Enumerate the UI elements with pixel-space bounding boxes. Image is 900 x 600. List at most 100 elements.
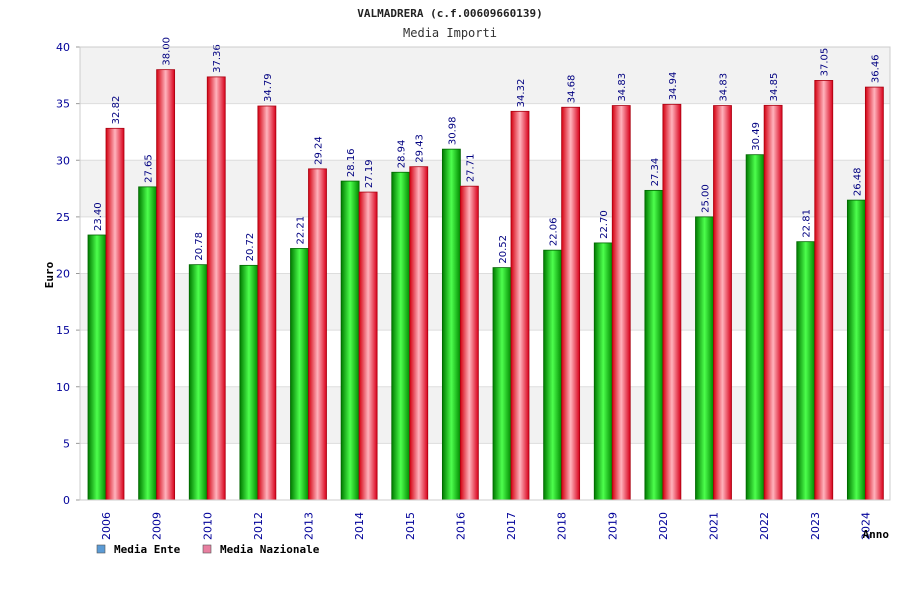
bar-media-nazionale <box>105 127 125 501</box>
x-tick-label: 2022 <box>758 512 771 540</box>
x-tick-label: 2016 <box>454 512 467 540</box>
value-label: 22.06 <box>549 218 560 247</box>
bar-media-nazionale <box>662 103 682 501</box>
legend-label-nazionale: Media Nazionale <box>220 543 320 556</box>
value-label: 22.81 <box>802 209 813 238</box>
bar-media-ente <box>492 267 512 501</box>
value-label: 34.79 <box>263 73 274 102</box>
value-label: 32.82 <box>111 96 122 125</box>
value-label: 34.85 <box>769 73 780 102</box>
x-tick-label: 2024 <box>859 512 872 540</box>
bar-media-ente <box>593 242 613 501</box>
bar-media-nazionale <box>459 185 479 501</box>
x-tick-label: 2020 <box>657 512 670 540</box>
y-tick-label: 5 <box>63 437 70 450</box>
y-tick-label: 0 <box>63 494 70 507</box>
value-label: 37.36 <box>212 44 223 73</box>
y-axis-label: Euro <box>43 261 56 288</box>
bar-media-nazionale <box>763 104 783 501</box>
x-tick-label: 2017 <box>505 512 518 540</box>
bar-media-nazionale <box>814 80 834 501</box>
bar-media-nazionale <box>510 110 530 501</box>
x-tick-label: 2009 <box>151 512 164 540</box>
bar-media-nazionale <box>409 166 429 501</box>
bar-media-nazionale <box>156 69 176 501</box>
bar-media-ente <box>87 234 107 501</box>
bar-media-ente <box>290 248 309 501</box>
bar-media-ente <box>644 189 664 501</box>
x-tick-label: 2013 <box>303 512 316 540</box>
value-label: 29.24 <box>314 136 325 165</box>
value-label: 38.00 <box>162 37 173 66</box>
bar-media-ente <box>340 180 360 501</box>
bar-media-nazionale <box>358 191 378 501</box>
bar-media-ente <box>745 154 765 501</box>
x-tick-label: 2010 <box>201 512 214 540</box>
value-label: 22.70 <box>599 210 610 239</box>
legend-swatch-nazionale <box>202 544 212 554</box>
bar-media-ente <box>543 249 563 501</box>
plot-border <box>79 46 891 501</box>
y-tick-label: 10 <box>56 381 70 394</box>
value-label: 28.94 <box>397 140 408 169</box>
bar-media-nazionale <box>206 76 226 501</box>
bar-media-nazionale <box>561 106 581 501</box>
bar-media-ente <box>138 186 158 501</box>
bars <box>87 69 884 501</box>
x-tick-label: 2018 <box>556 512 569 540</box>
legend-label-ente: Media Ente <box>114 543 181 556</box>
value-label: 34.32 <box>516 79 527 108</box>
bar-media-ente <box>796 241 816 501</box>
bar-media-ente <box>846 199 866 501</box>
bar-media-nazionale <box>257 105 277 501</box>
value-label: 27.65 <box>144 154 155 183</box>
y-tick-label: 20 <box>56 268 70 281</box>
y-tick-label: 35 <box>56 98 70 111</box>
value-label: 30.49 <box>751 122 762 151</box>
legend-swatch-ente <box>96 544 106 554</box>
bar-media-nazionale <box>713 105 732 501</box>
x-tick-label: 2014 <box>353 512 366 540</box>
y-tick-label: 25 <box>56 211 70 224</box>
x-axis-ticks: 2006 2009 2010 2012 2013 2014 2015 2016 2017 2018… <box>100 512 872 540</box>
x-tick-label: 2015 <box>404 512 417 540</box>
value-labels: 23.40 32.82 27.65 38.00 20.78 37.36 20.72 34.79… <box>93 37 881 264</box>
value-label: 27.71 <box>465 154 476 183</box>
chart-subtitle: Media Importi <box>403 26 497 40</box>
bar-media-nazionale <box>308 168 327 501</box>
x-tick-label: 2019 <box>606 512 619 540</box>
value-label: 27.19 <box>364 159 375 188</box>
bar-media-nazionale <box>611 105 631 501</box>
value-label: 23.40 <box>93 202 104 231</box>
value-label: 30.98 <box>447 117 458 146</box>
x-tick-label: 2023 <box>809 512 822 540</box>
value-label: 36.46 <box>870 54 881 83</box>
bar-media-ente <box>391 171 411 501</box>
value-label: 34.83 <box>617 73 628 102</box>
value-label: 34.94 <box>668 72 679 101</box>
y-tick-label: 30 <box>56 154 70 167</box>
bar-media-ente <box>239 264 259 501</box>
value-label: 22.21 <box>296 216 307 245</box>
x-axis-label: Anno <box>863 528 890 541</box>
y-tick-label: 40 <box>56 41 70 54</box>
value-label: 37.05 <box>820 48 831 77</box>
value-label: 25.00 <box>701 184 712 213</box>
x-tick-label: 2006 <box>100 512 113 540</box>
value-label: 34.68 <box>567 75 578 104</box>
value-label: 27.34 <box>650 158 661 187</box>
bar-media-nazionale <box>864 86 884 501</box>
y-axis-ticks: 0 5 10 15 20 25 30 35 40 <box>56 41 80 507</box>
legend: Media Ente Media Nazionale <box>96 543 320 556</box>
value-label: 20.78 <box>194 232 205 261</box>
value-label: 29.43 <box>415 134 426 163</box>
y-tick-label: 15 <box>56 324 70 337</box>
value-label: 28.16 <box>346 148 357 177</box>
value-label: 26.48 <box>852 167 863 196</box>
bar-media-ente <box>695 216 714 501</box>
value-label: 20.52 <box>498 235 509 264</box>
x-tick-label: 2021 <box>708 512 721 540</box>
chart-title: VALMADRERA (c.f.00609660139) <box>357 7 542 20</box>
value-label: 20.72 <box>245 233 256 262</box>
